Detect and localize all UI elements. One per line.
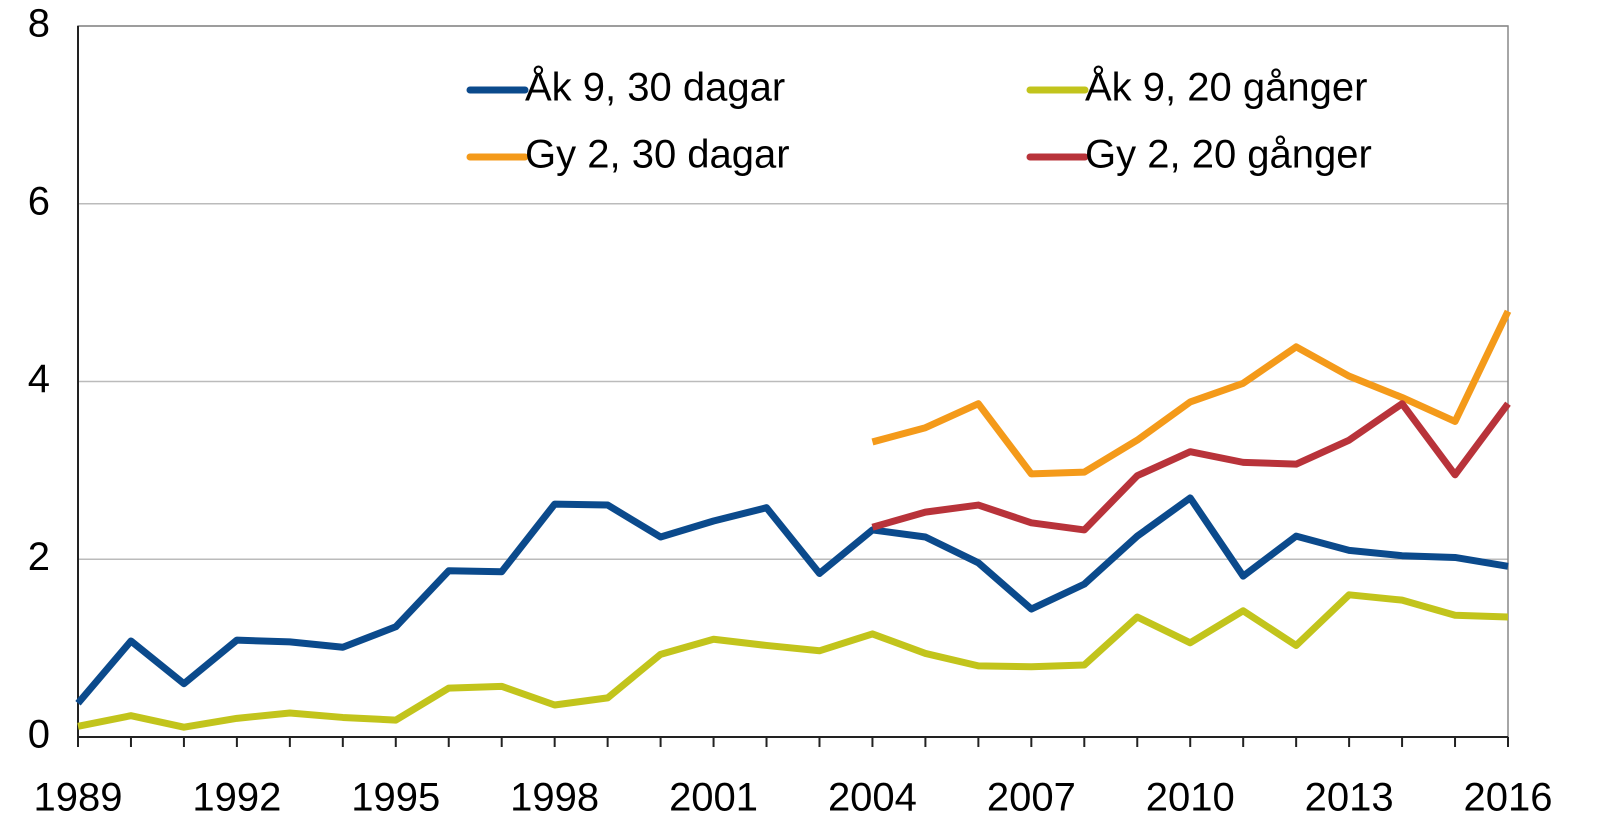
- y-tick-label: 8: [28, 2, 50, 46]
- legend-label: Åk 9, 30 dagar: [525, 65, 785, 110]
- series-line: [77, 591, 1509, 731]
- x-tick-label: 1995: [351, 776, 440, 820]
- legend-label: Gy 2, 30 dagar: [525, 133, 790, 177]
- series-line: [871, 400, 1511, 534]
- y-tick-label: 6: [28, 179, 50, 223]
- legend-label: Åk 9, 20 gånger: [1085, 65, 1367, 110]
- y-tick-label: 4: [28, 357, 50, 401]
- x-tick-label: 2007: [987, 776, 1076, 820]
- x-tick-label: 2016: [1464, 776, 1553, 820]
- y-tick-label: 2: [28, 535, 50, 579]
- legend-label: Gy 2, 20 gånger: [1085, 133, 1372, 177]
- x-tick-label: 1989: [34, 776, 123, 820]
- y-tick-label: 0: [28, 713, 50, 757]
- series-line: [871, 309, 1512, 478]
- x-tick-label: 2001: [669, 776, 758, 820]
- x-tick-label: 1998: [510, 776, 599, 820]
- x-tick-label: 2013: [1305, 776, 1394, 820]
- x-tick-label: 2010: [1146, 776, 1235, 820]
- series-line: [75, 494, 1509, 706]
- x-tick-label: 2004: [828, 776, 917, 820]
- x-tick-label: 1992: [192, 776, 281, 820]
